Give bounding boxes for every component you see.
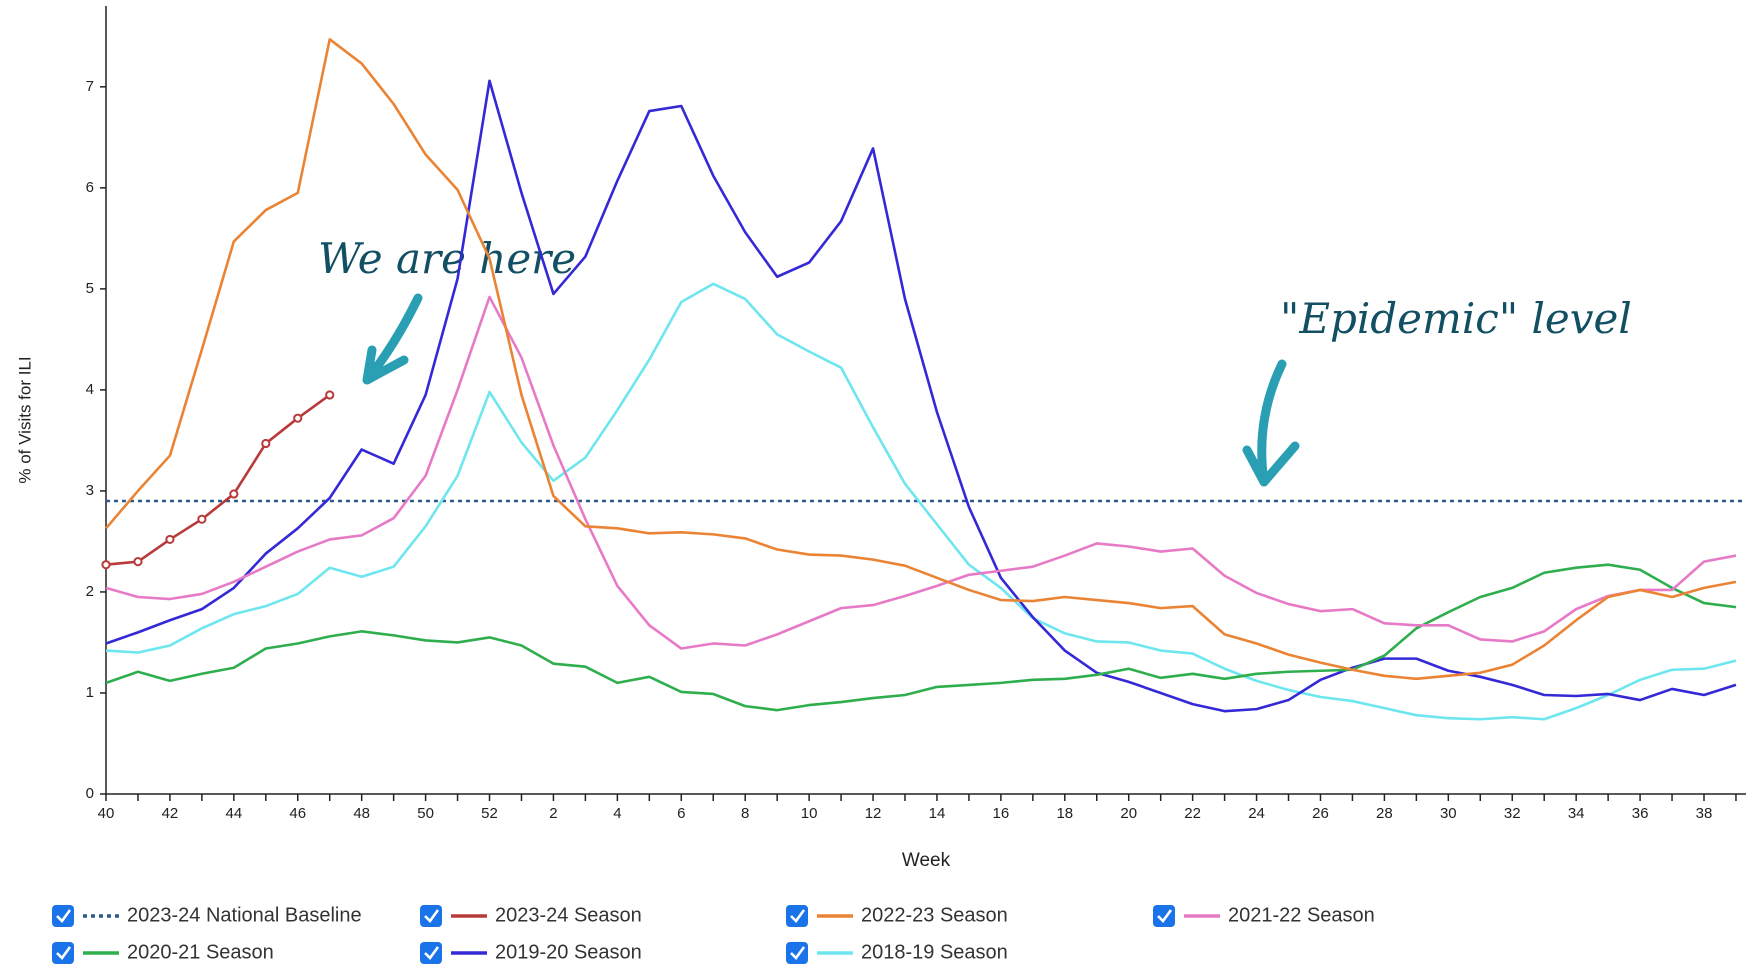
y-tick-label: 6	[86, 179, 94, 196]
legend-label: 2022-23 Season	[861, 904, 1008, 926]
x-tick-label: 22	[1184, 805, 1201, 822]
series-line	[105, 563, 1737, 712]
point-marker	[165, 534, 175, 545]
legend-checkbox[interactable]	[1153, 905, 1175, 927]
legend-item: 2023-24 National Baseline	[52, 904, 362, 927]
x-axis-label: Week	[902, 850, 951, 871]
checkbox-box	[786, 942, 808, 964]
annotation-arrow	[362, 293, 423, 385]
legend-item: 2021-22 Season	[1153, 904, 1375, 927]
y-tick-label: 4	[86, 381, 94, 398]
legend-item: 2020-21 Season	[52, 941, 274, 964]
checkbox-box	[1153, 905, 1175, 927]
x-tick-label: 34	[1568, 805, 1585, 822]
point-marker	[133, 557, 143, 567]
legend-label: 2023-24 Season	[495, 904, 642, 926]
legend-item: 2023-24 Season	[420, 904, 642, 927]
x-tick-label: 24	[1248, 805, 1265, 822]
x-tick-label: 26	[1312, 805, 1329, 822]
x-tick-label: 28	[1376, 805, 1393, 822]
series-line	[105, 38, 1737, 681]
legend-label: 2023-24 National Baseline	[127, 904, 362, 926]
y-tick-label: 2	[86, 583, 94, 600]
x-tick-label: 38	[1696, 805, 1713, 822]
x-tick-label: 10	[801, 805, 818, 822]
checkbox-check	[790, 946, 806, 960]
legend-label: 2021-22 Season	[1228, 904, 1375, 926]
x-tick-label: 44	[225, 805, 242, 822]
legend-checkbox[interactable]	[52, 905, 74, 927]
series-line	[105, 393, 331, 566]
checkbox-box	[420, 905, 442, 927]
point-marker	[261, 438, 271, 449]
legend-label: 2019-20 Season	[495, 941, 642, 963]
legend-checkbox[interactable]	[52, 942, 74, 964]
x-tick-label: 40	[98, 805, 115, 822]
legend-label: 2018-19 Season	[861, 941, 1008, 963]
x-tick-label: 8	[741, 805, 749, 822]
checkbox-box	[52, 905, 74, 927]
y-tick-label: 0	[86, 785, 94, 802]
checkbox-check	[1157, 909, 1173, 923]
x-tick-label: 4	[613, 805, 621, 822]
checkbox-check	[56, 946, 72, 960]
legend-item: 2018-19 Season	[786, 941, 1008, 964]
series-line	[105, 295, 1737, 650]
annotation-arrow	[1242, 359, 1300, 487]
series-line	[105, 282, 1737, 721]
legend-checkbox[interactable]	[786, 905, 808, 927]
checkbox-box	[786, 905, 808, 927]
point-marker	[229, 489, 239, 499]
y-axis-label: % of Visits for ILI	[15, 356, 34, 483]
checkbox-check	[790, 909, 806, 923]
x-tick-label: 2	[549, 805, 557, 822]
y-tick-label: 1	[86, 684, 94, 701]
x-tick-label: 14	[929, 805, 946, 822]
legend-item: 2019-20 Season	[420, 941, 642, 964]
annotation: We are here	[318, 234, 576, 283]
legend-label: 2020-21 Season	[127, 941, 274, 963]
legend-checkbox[interactable]	[420, 942, 442, 964]
legend-checkbox[interactable]	[420, 905, 442, 927]
legend-item: 2022-23 Season	[786, 904, 1008, 927]
checkbox-box	[52, 942, 74, 964]
point-marker	[293, 413, 303, 423]
checkbox-check	[424, 946, 440, 960]
point-marker	[101, 560, 111, 570]
x-tick-label: 42	[162, 805, 179, 822]
checkbox-box	[420, 942, 442, 964]
x-tick-label: 46	[289, 805, 306, 822]
point-marker	[325, 390, 335, 400]
x-tick-label: 52	[481, 805, 498, 822]
y-tick-label: 7	[86, 78, 94, 95]
checkbox-check	[424, 909, 440, 923]
x-tick-label: 12	[865, 805, 882, 822]
y-tick-label: 3	[86, 482, 94, 499]
checkbox-check	[56, 909, 72, 923]
x-tick-label: 20	[1120, 805, 1137, 822]
point-marker	[197, 514, 207, 524]
x-tick-label: 16	[993, 805, 1010, 822]
x-tick-label: 6	[677, 805, 685, 822]
x-tick-label: 36	[1632, 805, 1649, 822]
x-tick-label: 30	[1440, 805, 1457, 822]
x-tick-label: 18	[1056, 805, 1073, 822]
legend-checkbox[interactable]	[786, 942, 808, 964]
annotation: "Epidemic" level	[1280, 294, 1632, 343]
x-tick-label: 32	[1504, 805, 1521, 822]
x-tick-label: 48	[353, 805, 370, 822]
y-tick-label: 5	[86, 280, 94, 297]
x-tick-label: 50	[417, 805, 434, 822]
series-line	[105, 79, 1737, 713]
